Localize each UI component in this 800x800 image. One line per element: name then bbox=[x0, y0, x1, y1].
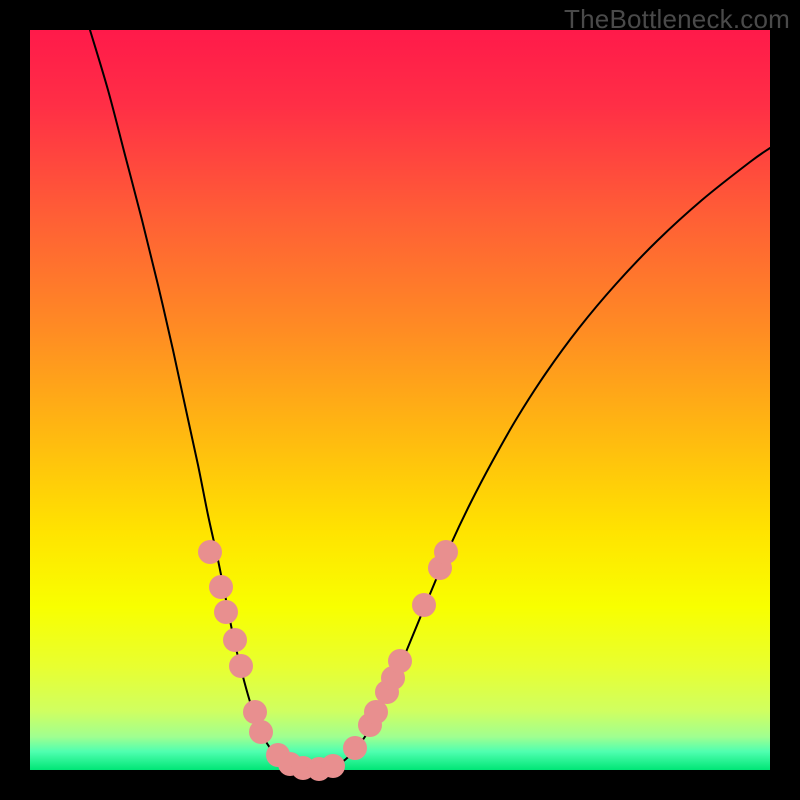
data-point bbox=[343, 736, 367, 760]
data-point bbox=[388, 649, 412, 673]
data-point bbox=[412, 593, 436, 617]
chart-frame: TheBottleneck.com bbox=[0, 0, 800, 800]
data-point bbox=[434, 540, 458, 564]
data-point bbox=[321, 754, 345, 778]
data-point bbox=[249, 720, 273, 744]
bottleneck-chart bbox=[0, 0, 800, 800]
data-point bbox=[209, 575, 233, 599]
watermark-text: TheBottleneck.com bbox=[564, 4, 790, 35]
data-point bbox=[198, 540, 222, 564]
data-point bbox=[229, 654, 253, 678]
data-point bbox=[214, 600, 238, 624]
data-point bbox=[223, 628, 247, 652]
